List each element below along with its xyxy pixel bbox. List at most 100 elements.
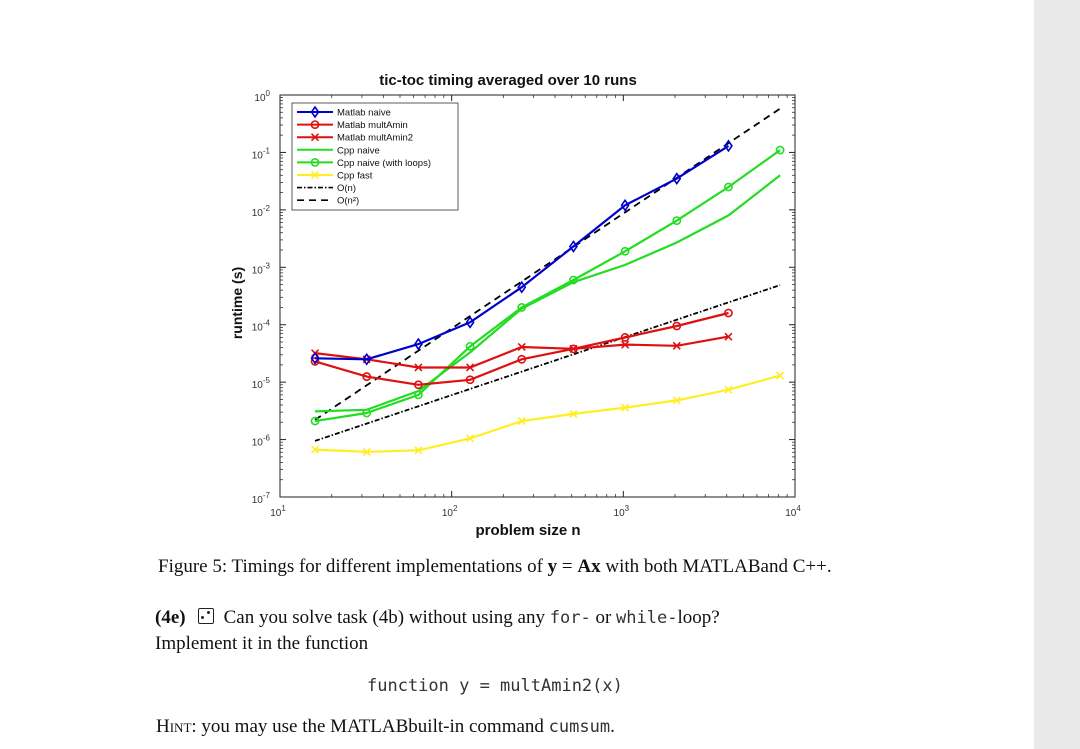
caption-text-pre: Timings for different implementations of — [227, 556, 548, 577]
y-tick-label: 10-2 — [252, 204, 271, 219]
data-point — [310, 120, 320, 129]
task-text-mid: or — [590, 607, 617, 628]
hint-command: cumsum — [548, 717, 611, 737]
data-point — [310, 445, 320, 454]
data-point — [569, 344, 578, 353]
viewer-sidebar — [1034, 0, 1080, 749]
legend-box — [291, 102, 459, 211]
y-tick-label: 10-5 — [252, 376, 271, 391]
series-5 — [310, 371, 785, 456]
legend-label: O(n) — [337, 183, 356, 194]
hint-label: Hint: — [156, 716, 197, 737]
data-point — [672, 396, 681, 405]
legend-label: Cpp naive (with loops) — [337, 158, 431, 169]
y-axis-label: runtime (s) — [229, 267, 245, 339]
y-tick-label: 10-3 — [252, 261, 271, 276]
chart-title: tic-toc timing averaged over 10 runs — [379, 72, 637, 89]
data-point — [413, 390, 423, 400]
data-point — [310, 157, 320, 167]
data-point — [466, 363, 475, 372]
series-line — [314, 284, 781, 442]
data-point — [466, 434, 475, 443]
data-point — [621, 340, 630, 349]
data-point — [362, 447, 371, 456]
data-point — [723, 139, 733, 153]
task-code-for: for- — [549, 608, 591, 628]
series-line — [314, 149, 781, 423]
data-point — [362, 352, 372, 366]
task-line-2: Implement it in the function — [155, 633, 369, 654]
data-point — [724, 182, 733, 192]
data-point — [413, 337, 423, 351]
x-tick-label: 101 — [270, 504, 286, 519]
data-point — [517, 354, 527, 364]
y-tick-label: 10-4 — [252, 319, 271, 334]
legend-label: O(n²) — [337, 196, 359, 207]
legend-label: Matlab naive — [337, 108, 391, 119]
data-point — [672, 172, 682, 186]
data-point — [310, 416, 320, 426]
legend-label: Matlab multAmin — [337, 120, 408, 131]
x-tick-label: 104 — [785, 504, 801, 519]
data-point — [569, 275, 578, 285]
data-point — [620, 198, 630, 212]
data-point — [672, 341, 681, 350]
data-point — [465, 375, 475, 385]
caption-label: Figure 5: — [158, 556, 228, 577]
data-point — [517, 417, 526, 426]
series-line — [314, 174, 781, 413]
data-point — [310, 351, 320, 365]
y-tick-label: 100 — [254, 89, 270, 104]
data-point — [620, 246, 630, 256]
task-text-pre: Can you solve task (4b) without using an… — [223, 607, 550, 628]
hint-text-pre: you may use the MATLABbuilt-in command — [196, 716, 549, 737]
series-line — [314, 107, 781, 421]
caption-formula-y: y — [547, 556, 558, 577]
data-point — [775, 145, 785, 155]
data-point — [517, 342, 526, 352]
series-3 — [314, 174, 781, 413]
legend-label: Cpp fast — [337, 171, 373, 182]
data-point — [569, 409, 578, 418]
hint-text: Hint: you may use the MATLABbuilt-in com… — [156, 716, 615, 738]
task-text-post: loop? — [677, 607, 720, 628]
code-line: function y = multAmin2(x) — [367, 676, 623, 696]
y-tick-label: 10-7 — [252, 491, 271, 506]
caption-text-post: with both MATLABand C++. — [600, 556, 832, 577]
data-point — [362, 372, 372, 381]
data-point — [724, 332, 733, 341]
hint-text-post: . — [610, 716, 615, 737]
series-7 — [314, 107, 781, 421]
caption-formula-ax: Ax — [577, 556, 601, 577]
y-tick-label: 10-6 — [252, 434, 271, 449]
timing-chart: tic-toc timing averaged over 10 runs pro… — [229, 72, 801, 539]
figure-caption: Figure 5: Timings for different implemen… — [158, 556, 832, 578]
x-tick-label: 103 — [614, 504, 630, 519]
series-0 — [310, 139, 733, 366]
data-point — [672, 216, 682, 226]
dice-icon — [197, 608, 214, 624]
data-point — [621, 403, 630, 412]
data-point — [465, 341, 475, 351]
data-point — [724, 308, 733, 318]
data-point — [362, 408, 372, 418]
data-point — [776, 371, 785, 380]
task-4e: (4e) Can you solve task (4b) without usin… — [155, 606, 720, 630]
y-tick-label: 10-1 — [252, 146, 271, 161]
series-line — [314, 311, 729, 386]
x-tick-label: 102 — [442, 504, 458, 519]
legend-label: Matlab multAmin2 — [337, 133, 413, 144]
legend-label: Cpp naive — [337, 145, 380, 156]
x-axis-label: problem size n — [475, 522, 580, 539]
data-point — [414, 363, 423, 372]
data-point — [672, 321, 682, 331]
series-1 — [310, 308, 733, 390]
data-point — [310, 105, 320, 119]
data-point — [568, 240, 578, 253]
data-point — [724, 385, 733, 394]
data-point — [413, 380, 423, 390]
data-point — [517, 303, 527, 312]
task-number: (4e) — [155, 607, 186, 628]
data-point — [517, 280, 527, 294]
series-4 — [310, 145, 785, 426]
